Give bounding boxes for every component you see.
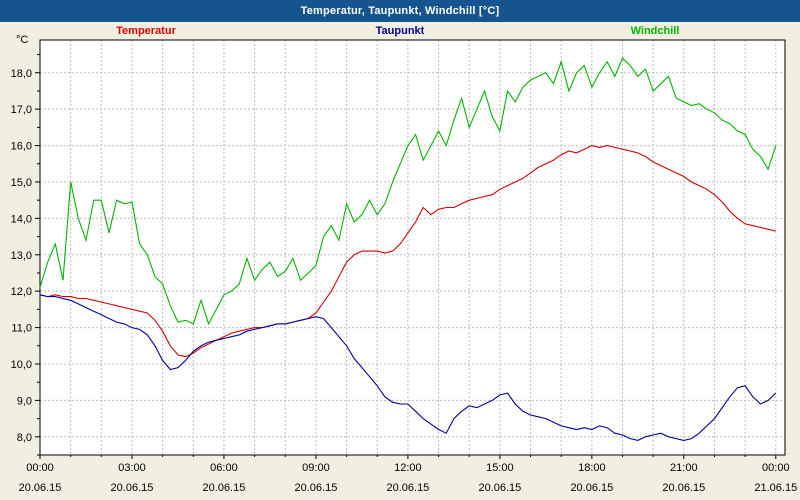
- series-taupunkt: [39, 294, 777, 441]
- y-tick-label: 9,0: [17, 395, 32, 407]
- x-tick-date: 20.06.15: [111, 482, 154, 494]
- y-tick-label: 17,0: [11, 104, 32, 116]
- x-tick-label: 21:00: [670, 462, 698, 474]
- window-title-bar: Temperatur, Taupunkt, Windchill [°C]: [0, 0, 800, 22]
- y-tick-label: 13,0: [11, 250, 32, 262]
- x-tick-label: 18:00: [578, 462, 606, 474]
- x-tick-date: 21.06.15: [754, 482, 797, 494]
- y-tick-label: 12,0: [11, 286, 32, 298]
- x-tick-date: 20.06.15: [19, 482, 62, 494]
- legend-windchill: Windchill: [630, 25, 680, 37]
- y-tick-label: 15,0: [11, 177, 32, 189]
- window-title: Temperatur, Taupunkt, Windchill [°C]: [300, 5, 500, 17]
- y-tick-label: 14,0: [11, 213, 32, 225]
- x-tick-label: 03:00: [118, 462, 146, 474]
- y-tick-label: 8,0: [17, 432, 32, 444]
- plot-border: [39, 39, 786, 456]
- y-tick-label: 18,0: [11, 68, 32, 80]
- x-tick-label: 12:00: [394, 462, 422, 474]
- legend-temperatur: Temperatur: [116, 25, 176, 37]
- y-tick-label: 11,0: [11, 323, 32, 335]
- x-tick-date: 20.06.15: [662, 482, 705, 494]
- x-tick-label: 00:00: [762, 462, 790, 474]
- series-windchill: [39, 57, 777, 326]
- y-tick-label: 10,0: [11, 359, 32, 371]
- y-tick-label: 16,0: [11, 141, 32, 153]
- x-tick-label: 00:00: [26, 462, 54, 474]
- x-tick-label: 15:00: [486, 462, 514, 474]
- x-tick-date: 20.06.15: [478, 482, 521, 494]
- x-tick-date: 20.06.15: [570, 482, 613, 494]
- chart-canvas: °C Temperatur Taupunkt Windchill 8,0 9,0 1…: [0, 22, 800, 500]
- x-tick-label: 06:00: [210, 462, 238, 474]
- x-tick-date: 20.06.15: [386, 482, 429, 494]
- series-temperatur: [39, 145, 776, 358]
- x-tick-date: 20.06.15: [295, 482, 338, 494]
- y-axis-unit-label: °C: [16, 34, 29, 46]
- plot-area: 8,0 9,0 10,0 11,0 12,0 13,0 14,0 15,0 16,0 17,0 18…: [11, 39, 797, 494]
- x-tick-label: 09:00: [302, 462, 330, 474]
- x-tick-date: 20.06.15: [203, 482, 246, 494]
- plot-background: [40, 40, 785, 455]
- legend-taupunkt: Taupunkt: [375, 25, 425, 37]
